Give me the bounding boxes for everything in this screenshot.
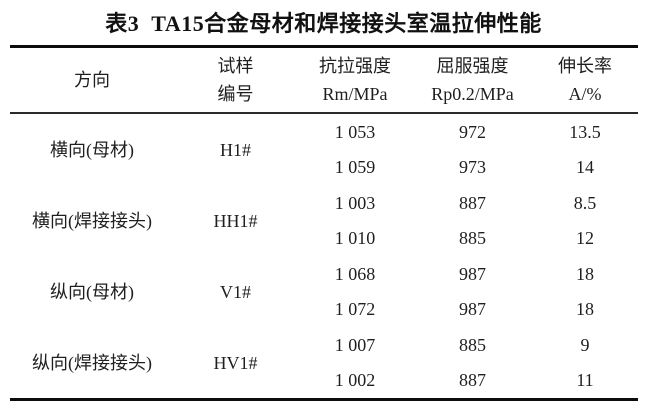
table-row-group-transverse-weld: 横向(焊接接头) HH1# 1 003 887 8.5 1 010 885 12 — [10, 185, 638, 256]
elongation-value: 13.5 — [569, 121, 601, 142]
elongation-value: 14 — [576, 157, 594, 178]
header-direction: 方向 — [10, 66, 174, 94]
table-row-group-transverse-base: 横向(母材) H1# 1 053 972 13.5 1 059 973 14 — [10, 114, 638, 185]
sample-cell: V1# — [220, 281, 251, 302]
rm-value: 1 007 — [334, 334, 376, 355]
elongation-value: 8.5 — [573, 192, 597, 213]
elongation-value: 9 — [580, 334, 590, 355]
header-elongation: 伸长率 A/% — [532, 52, 638, 108]
header-elongation-line2: A/% — [568, 84, 602, 104]
direction-cell: 横向(焊接接头) — [32, 210, 152, 231]
header-elongation-line1: 伸长率 — [558, 56, 612, 76]
rm-value: 1 003 — [334, 192, 376, 213]
table-row-group-longitudinal-weld: 纵向(焊接接头) HV1# 1 007 885 9 1 002 887 11 — [10, 327, 638, 398]
rm-value: 1 002 — [334, 370, 376, 391]
rm-value: 1 010 — [334, 228, 376, 249]
direction-cell: 纵向(焊接接头) — [32, 352, 152, 373]
rp-value: 885 — [459, 228, 486, 249]
rm-value: 1 068 — [334, 263, 376, 284]
elongation-value: 12 — [576, 228, 594, 249]
header-yield-strength: 屈服强度 Rp0.2/MPa — [413, 52, 532, 108]
header-tensile-line1: 抗拉强度 — [319, 56, 391, 76]
table-body: 横向(母材) H1# 1 053 972 13.5 1 059 973 14 横… — [10, 114, 638, 401]
elongation-value: 18 — [576, 263, 594, 284]
rp-value: 972 — [459, 121, 486, 142]
sample-cell: HV1# — [213, 352, 258, 373]
rp-value: 987 — [459, 299, 486, 320]
sample-cell: H1# — [220, 139, 251, 160]
direction-cell: 纵向(母材) — [50, 281, 134, 302]
header-sample-line1: 试样 — [217, 56, 254, 76]
header-yield-line1: 屈服强度 — [436, 56, 509, 76]
header-yield-line2: Rp0.2/MPa — [431, 84, 514, 104]
table-row-group-longitudinal-base: 纵向(母材) V1# 1 068 987 18 1 072 987 18 — [10, 256, 638, 327]
header-direction-label: 方向 — [74, 70, 110, 90]
rp-value: 887 — [459, 192, 486, 213]
header-tensile-strength: 抗拉强度 Rm/MPa — [297, 52, 413, 108]
elongation-value: 11 — [576, 370, 594, 391]
elongation-value: 18 — [576, 299, 594, 320]
header-tensile-line2: Rm/MPa — [322, 84, 388, 104]
rp-value: 885 — [459, 334, 486, 355]
table-caption: 表3 TA15合金母材和焊接接头室温拉伸性能 — [105, 11, 542, 36]
rm-value: 1 072 — [334, 299, 376, 320]
rp-value: 987 — [459, 263, 486, 284]
rm-value: 1 059 — [334, 157, 376, 178]
rp-value: 887 — [459, 370, 486, 391]
direction-cell: 横向(母材) — [50, 139, 134, 160]
rp-value: 973 — [459, 157, 486, 178]
table-header-row: 方向 试样 编号 抗拉强度 Rm/MPa 屈服强度 Rp0.2/MPa 伸长率 … — [10, 45, 638, 114]
header-sample-line2: 编号 — [217, 84, 254, 104]
rm-value: 1 053 — [334, 121, 376, 142]
tensile-properties-table: 方向 试样 编号 抗拉强度 Rm/MPa 屈服强度 Rp0.2/MPa 伸长率 … — [10, 45, 638, 401]
sample-cell: HH1# — [213, 210, 258, 231]
header-sample-number: 试样 编号 — [174, 52, 297, 108]
